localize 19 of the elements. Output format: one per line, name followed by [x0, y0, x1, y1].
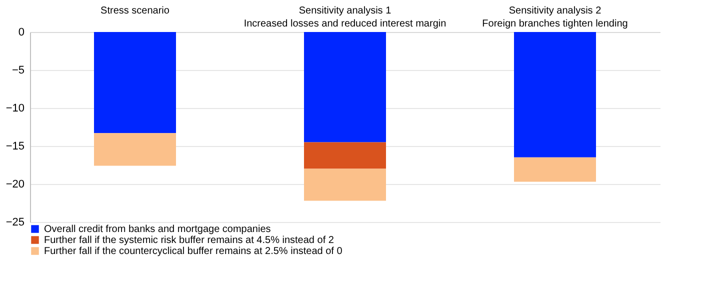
x-tick-label: Sensitivity analysis 1 Increased losses and reduced interest margin	[244, 6, 446, 30]
bar	[94, 133, 176, 166]
legend-label: Further fall if the countercyclical buffer remains at 2.5% instead of 0	[44, 246, 343, 257]
y-tick-label: −10	[6, 102, 24, 114]
y-tick-label: 0	[18, 26, 24, 38]
bar	[514, 32, 596, 158]
y-tick-label: −20	[6, 178, 24, 190]
legend-label: Further fall if the systemic risk buffer remains at 4.5% instead of 2	[44, 235, 334, 246]
y-tick-label: −15	[6, 140, 24, 152]
legend-label: Overall credit from banks and mortgage companies	[44, 224, 271, 235]
bar	[94, 32, 176, 134]
y-tick-label: −25	[6, 216, 24, 228]
bar	[514, 157, 596, 182]
bar	[304, 142, 386, 169]
x-tick-label: Stress scenario	[100, 6, 170, 16]
bar	[304, 168, 386, 201]
x-tick-label: Sensitivity analysis 2 Foreign branches tighten lending	[482, 6, 628, 30]
bar	[304, 32, 386, 142]
y-tick-label: −5	[12, 64, 24, 76]
